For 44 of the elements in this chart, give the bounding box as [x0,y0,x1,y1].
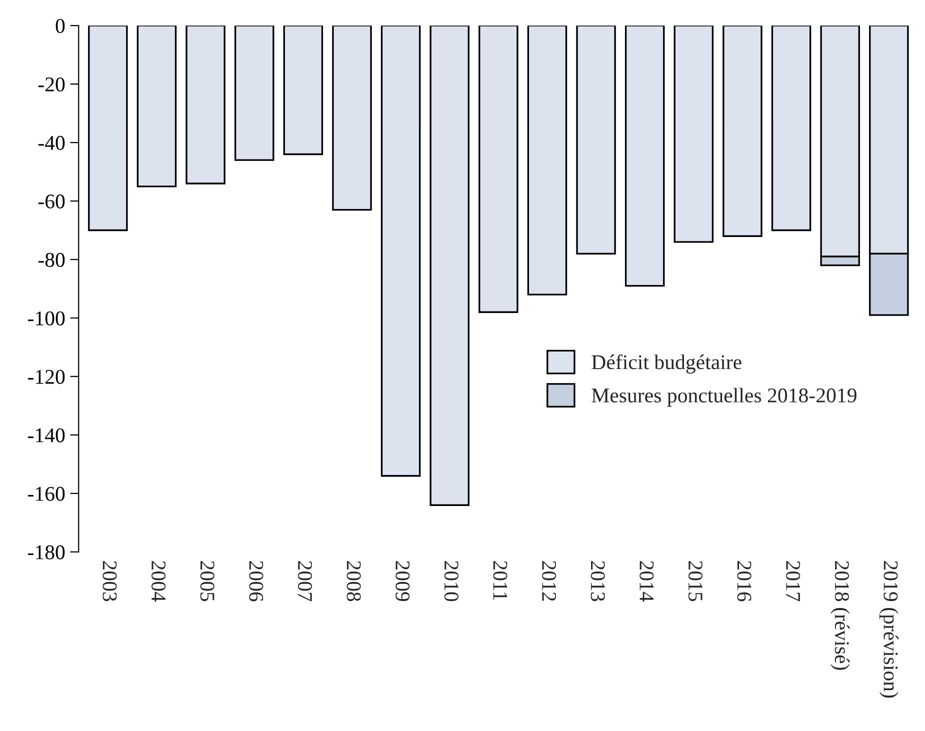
bar [674,26,714,243]
y-tick-label: -100 [28,311,65,326]
x-tick-label: 2019 (prévision) [879,561,898,698]
bar [332,26,372,211]
bar [283,26,324,156]
x-tick-label: 2016 [737,561,752,602]
x-tick-label: 2009 [396,561,410,602]
y-tick-label: -80 [38,252,65,267]
x-tick-label: 2014 [640,561,654,602]
y-tick-label: -160 [28,486,65,501]
x-tick-label: 2011 [493,561,508,600]
legend-label: Déficit budgétaire [592,354,742,374]
y-tick-label: -180 [28,545,65,560]
bar [624,26,665,287]
y-tick-label: -120 [28,370,65,384]
x-tick-label: 2010 [444,561,458,602]
legend-label: Mesures ponctuelles 2018-2019 [592,388,856,407]
x-tick-label: 2004 [152,561,166,602]
x-tick-label: 2012 [542,561,556,601]
bar [380,26,421,477]
x-tick-label: 2005 [200,561,214,602]
x-tick-label: 2008 [346,561,361,602]
bar [527,26,568,296]
bar [430,26,470,506]
x-tick-label: 2018 (révisé) [830,561,850,670]
bar [186,26,226,184]
x-tick-label: 2013 [590,561,605,602]
y-tick-label: 0 [56,18,65,34]
y-tick-label: -60 [38,194,65,208]
x-tick-label: 2006 [249,561,264,602]
bar [576,26,616,254]
bar [722,26,762,237]
bar [88,26,128,232]
bar [771,26,812,232]
bar [136,26,177,188]
y-tick-label: -20 [38,77,65,92]
x-tick-label: 2015 [688,561,702,602]
bar [478,26,518,313]
x-tick-label: 2007 [298,561,312,602]
x-tick-label: 2003 [102,561,117,602]
bar [234,26,274,161]
x-tick-label: 2017 [786,561,800,602]
y-tick-label: -140 [28,428,65,442]
y-tick-label: -40 [38,136,65,150]
